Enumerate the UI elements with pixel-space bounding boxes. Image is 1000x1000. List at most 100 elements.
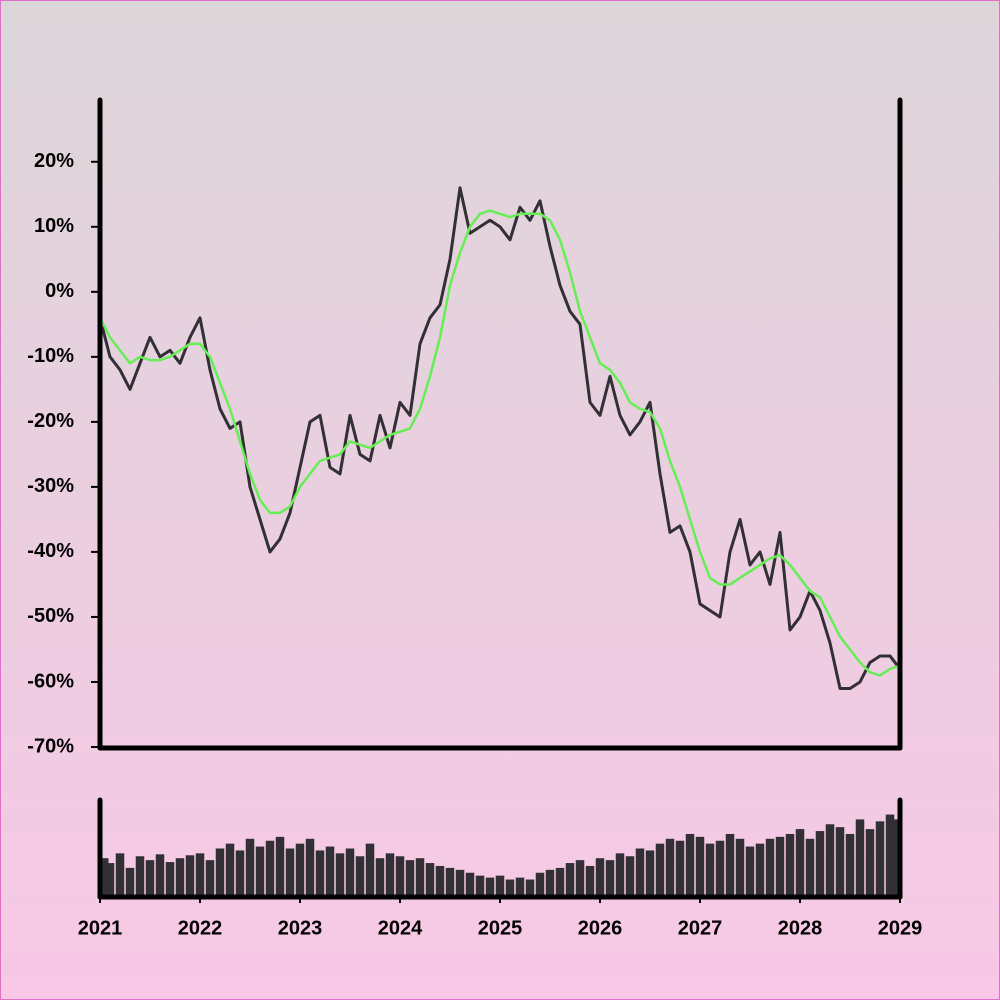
volume-bar	[865, 829, 875, 897]
volume-bar	[105, 863, 115, 897]
volume-bar	[585, 865, 595, 897]
volume-bar	[215, 848, 225, 897]
volume-bar	[891, 819, 900, 897]
volume-bar	[785, 833, 795, 897]
x-tick-label: 2024	[378, 917, 423, 939]
volume-bar	[855, 819, 865, 897]
volume-bar	[375, 858, 385, 897]
y-tick-label: -20%	[27, 410, 74, 432]
volume-bar	[465, 872, 475, 897]
volume-bar	[425, 863, 435, 897]
volume-bar	[795, 829, 805, 897]
y-tick-label: -30%	[27, 475, 74, 497]
x-tick-label: 2023	[278, 917, 323, 939]
line-series	[98, 186, 902, 690]
volume-bar	[755, 843, 765, 897]
y-tick-label: 0%	[45, 280, 74, 302]
volume-bar	[445, 867, 455, 897]
volume-bar	[825, 824, 835, 897]
volume-bar	[505, 879, 515, 897]
volume-bar	[405, 860, 415, 897]
x-tick-label: 2021	[78, 917, 123, 939]
volume-bar	[625, 856, 635, 897]
volume-bar	[605, 860, 615, 897]
volume-bar	[175, 858, 185, 897]
volume-bar	[845, 833, 855, 897]
volume-bar	[685, 833, 695, 897]
volume-bar	[485, 877, 495, 897]
volume-bar	[205, 860, 215, 897]
volume-bar	[365, 843, 375, 897]
volume-bar	[295, 843, 305, 897]
axes	[97, 97, 903, 900]
volume-bar	[695, 836, 705, 897]
volume-bar	[385, 853, 395, 897]
volume-bar	[100, 858, 109, 897]
volume-bar	[675, 840, 685, 897]
volume-bar	[525, 879, 535, 897]
volume-bar	[415, 858, 425, 897]
volume-bar	[565, 863, 575, 897]
volume-bar	[355, 856, 365, 897]
volume-bar	[665, 838, 675, 897]
x-tick-label: 2028	[778, 917, 823, 939]
volume-bar	[305, 838, 315, 897]
volume-bar	[515, 877, 525, 897]
volume-bar	[395, 856, 405, 897]
volume-bar	[335, 853, 345, 897]
volume-bar	[115, 853, 125, 897]
volume-bar	[655, 843, 665, 897]
y-tick-label: 20%	[34, 150, 74, 172]
volume-bar	[725, 833, 735, 897]
volume-bar	[235, 850, 245, 897]
volume-bar	[715, 840, 725, 897]
volume-bar	[345, 848, 355, 897]
volume-bar	[555, 867, 565, 897]
volume-bar	[475, 875, 485, 897]
volume-bar	[225, 843, 235, 897]
volume-bar	[315, 850, 325, 897]
volume-bar	[435, 865, 445, 897]
volume-bar	[835, 827, 845, 897]
volume-bar	[125, 867, 135, 897]
x-tick-label: 2022	[178, 917, 223, 939]
volume-bar	[135, 856, 145, 897]
volume-bar	[615, 853, 625, 897]
y-tick-label: -70%	[27, 735, 74, 757]
volume-bar	[765, 838, 775, 897]
volume-bar	[705, 843, 715, 897]
volume-bar	[735, 838, 745, 897]
y-tick-label: 10%	[34, 215, 74, 237]
volume-panel: 2021 2022 2023 2024 2025 2026 2027 2028 2029	[78, 814, 923, 939]
volume-bar	[885, 814, 895, 897]
volume-bar	[775, 836, 785, 897]
volume-bar	[495, 875, 505, 897]
x-tick-label: 2025	[478, 917, 523, 939]
volume-bar	[815, 831, 825, 897]
y-tick-label: -10%	[27, 345, 74, 367]
volume-bar	[595, 858, 605, 897]
volume-bar	[155, 854, 165, 897]
x-tick-label: 2029	[878, 917, 923, 939]
y-tick-label: -60%	[27, 670, 74, 692]
volume-bar	[145, 860, 155, 897]
volume-bar	[195, 853, 205, 897]
volume-bar	[635, 848, 645, 897]
x-tick-label: 2026	[578, 917, 623, 939]
volume-bar	[645, 850, 655, 897]
volume-bar	[455, 869, 465, 897]
volume-bar	[535, 872, 545, 897]
volume-bar	[245, 838, 255, 897]
volume-bar	[275, 836, 285, 897]
volume-bar	[265, 840, 275, 897]
y-tick-label: -40%	[27, 540, 74, 562]
volume-bar	[745, 846, 755, 897]
x-tick-label: 2027	[678, 917, 723, 939]
volume-bar	[545, 869, 555, 897]
line-series	[98, 209, 901, 677]
volume-bar	[185, 855, 195, 897]
volume-bar	[165, 862, 175, 897]
volume-bar	[255, 846, 265, 897]
y-tick-label: -50%	[27, 605, 74, 627]
